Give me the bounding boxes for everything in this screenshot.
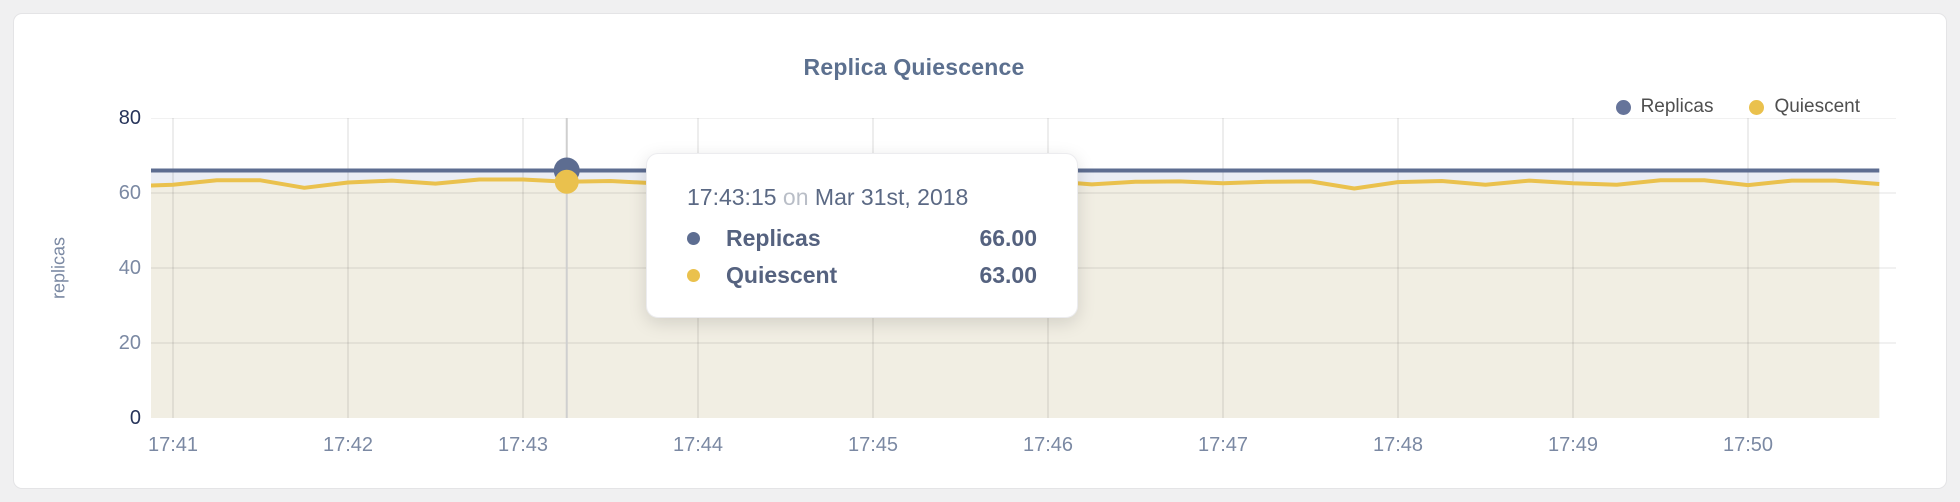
tooltip-series-value: 66.00 xyxy=(979,225,1037,251)
tooltip-series-label: Replicas xyxy=(726,225,821,251)
x-tick-label: 17:42 xyxy=(322,434,374,456)
legend-label: Quiescent xyxy=(1774,96,1860,117)
legend: Replicas Quiescent xyxy=(1615,96,1860,118)
tooltip: 17:43:15 on Mar 31st, 2018 Replicas 66.00… xyxy=(646,153,1078,318)
chart-title: Replica Quiescence xyxy=(803,54,1025,80)
x-tick-label: 17:49 xyxy=(1547,434,1599,456)
tooltip-row-quiescent: Quiescent 63.00 xyxy=(687,262,1037,289)
chart-card: Replica Quiescence Replicas Quiescent rep… xyxy=(13,13,1947,489)
tooltip-series-value: 63.00 xyxy=(979,262,1037,288)
legend-item-quiescent[interactable]: Quiescent xyxy=(1749,96,1860,118)
y-tick-label: 60 xyxy=(118,182,141,204)
tooltip-series-label: Quiescent xyxy=(726,262,838,288)
legend-dot-icon xyxy=(1749,99,1765,115)
y-tick-label: 40 xyxy=(118,257,141,279)
y-tick-label: 80 xyxy=(118,107,141,129)
y-tick-label: 20 xyxy=(118,332,141,354)
x-tick-label: 17:46 xyxy=(1022,434,1074,456)
x-tick-label: 17:47 xyxy=(1197,434,1249,456)
tooltip-header: 17:43:15 on Mar 31st, 2018 xyxy=(687,184,1037,211)
tooltip-time: 17:43:15 xyxy=(687,184,777,210)
x-tick-label: 17:43 xyxy=(497,434,549,456)
tooltip-row-replicas: Replicas 66.00 xyxy=(687,225,1037,252)
legend-item-replicas[interactable]: Replicas xyxy=(1615,96,1714,118)
x-tick-label: 17:48 xyxy=(1372,434,1424,456)
legend-dot-icon xyxy=(1615,99,1631,115)
tooltip-joiner: on xyxy=(782,184,809,210)
tooltip-series-dot-icon xyxy=(687,269,700,282)
hover-marker-quiescent xyxy=(554,169,579,194)
tooltip-series-dot-icon xyxy=(687,232,700,245)
tooltip-rows: Replicas 66.00 Quiescent 63.00 xyxy=(687,225,1037,289)
x-tick-label: 17:44 xyxy=(672,434,724,456)
x-tick-label: 17:50 xyxy=(1722,434,1774,456)
y-tick-label: 0 xyxy=(129,407,141,429)
legend-label: Replicas xyxy=(1640,96,1714,117)
x-tick-label: 17:45 xyxy=(847,434,899,456)
x-tick-label: 17:41 xyxy=(147,434,199,456)
tooltip-date: Mar 31st, 2018 xyxy=(814,184,969,210)
